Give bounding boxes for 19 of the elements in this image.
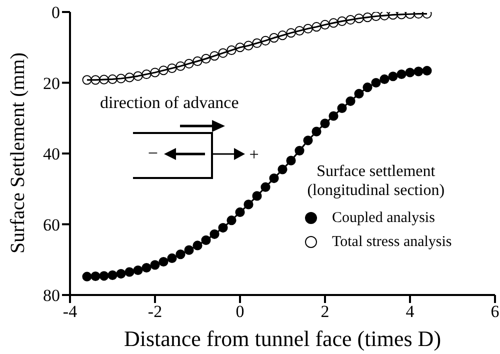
y-axis-title: Surface Settlement (mm) <box>7 52 29 254</box>
y-tick-label: 60 <box>43 215 60 234</box>
y-tick-label: 0 <box>52 3 60 22</box>
x-tick-label: 0 <box>236 302 244 322</box>
x-tick-label: 4 <box>406 302 415 322</box>
y-tick-label: 20 <box>43 74 60 93</box>
x-axis-title: Distance from tunnel face (times D) <box>124 326 442 351</box>
x-tick-label: 2 <box>320 302 330 322</box>
legend-label: Coupled analysis <box>332 210 435 226</box>
y-tick-label: 80 <box>43 286 60 306</box>
annotation: − <box>148 143 158 163</box>
annotation: + <box>249 145 259 164</box>
legend-title: Surface settlement (longitudinal section) <box>306 162 446 200</box>
x-tick-label: 6 <box>490 302 500 322</box>
y-tick-label: 40 <box>43 144 60 164</box>
x-tick-label: -4 <box>62 302 78 322</box>
annotation: direction of advance <box>100 93 239 112</box>
legend-label: Total stress analysis <box>332 234 452 250</box>
x-tick-label: -2 <box>148 302 162 322</box>
